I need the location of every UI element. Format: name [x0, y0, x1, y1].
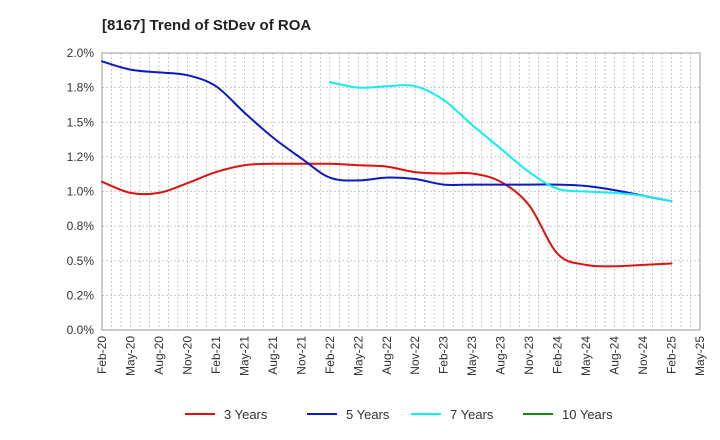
- x-tick-label: Aug-22: [380, 336, 394, 375]
- legend-label: 5 Years: [346, 407, 390, 422]
- legend-label: 7 Years: [450, 407, 494, 422]
- y-tick-label: 0.2%: [67, 288, 95, 302]
- series-line-0: [101, 162, 673, 268]
- x-tick-label: Feb-22: [323, 336, 337, 374]
- x-tick-label: Aug-23: [494, 336, 508, 375]
- x-tick-label: May-20: [123, 336, 137, 376]
- y-tick-label: 1.2%: [67, 150, 95, 164]
- legend-label: 3 Years: [224, 407, 268, 422]
- y-tick-label: 1.5%: [67, 115, 95, 129]
- series-line-1: [101, 60, 673, 203]
- x-tick-label: Feb-23: [437, 336, 451, 374]
- x-tick-label: May-24: [579, 336, 593, 376]
- x-tick-label: Feb-24: [551, 336, 565, 374]
- x-tick-label: Aug-20: [152, 336, 166, 375]
- grid: [102, 52, 700, 331]
- x-axis-ticks: Feb-20 May-20 Aug-20 Nov-20 Feb-21 May-21 Aug-…: [95, 336, 707, 376]
- x-tick-label: Feb-25: [665, 336, 679, 374]
- x-tick-label: Feb-21: [209, 336, 223, 374]
- x-tick-label: May-23: [465, 336, 479, 376]
- x-tick-label: Feb-20: [95, 336, 109, 374]
- x-tick-label: Nov-23: [522, 336, 536, 375]
- x-tick-label: May-22: [351, 336, 365, 376]
- y-tick-label: 0.8%: [67, 219, 95, 233]
- y-tick-label: 1.8%: [67, 81, 95, 95]
- y-tick-label: 0.0%: [67, 323, 95, 337]
- x-tick-label: May-21: [237, 336, 251, 376]
- x-tick-label: Nov-22: [408, 336, 422, 375]
- series-line-2: [328, 81, 673, 203]
- x-tick-label: May-25: [693, 336, 707, 376]
- chart-title: [8167] Trend of StDev of ROA: [102, 17, 311, 34]
- y-tick-label: 2.0%: [67, 46, 95, 60]
- x-tick-label: Nov-21: [294, 336, 308, 375]
- series-lines: [101, 60, 673, 268]
- x-tick-label: Nov-24: [636, 336, 650, 375]
- x-tick-label: Aug-21: [266, 336, 280, 375]
- y-tick-label: 1.0%: [67, 185, 95, 199]
- y-tick-label: 0.5%: [67, 254, 95, 268]
- x-tick-label: Aug-24: [608, 336, 622, 375]
- plot-frame: [101, 52, 701, 331]
- legend: 3 Years 5 Years 7 Years 10 Years: [185, 407, 613, 422]
- y-axis-ticks: 0.0% 0.2% 0.5% 0.8% 1.0% 1.2% 1.5% 1.8% 2.0%: [67, 46, 95, 337]
- x-tick-label: Nov-20: [180, 336, 194, 375]
- legend-label: 10 Years: [562, 407, 613, 422]
